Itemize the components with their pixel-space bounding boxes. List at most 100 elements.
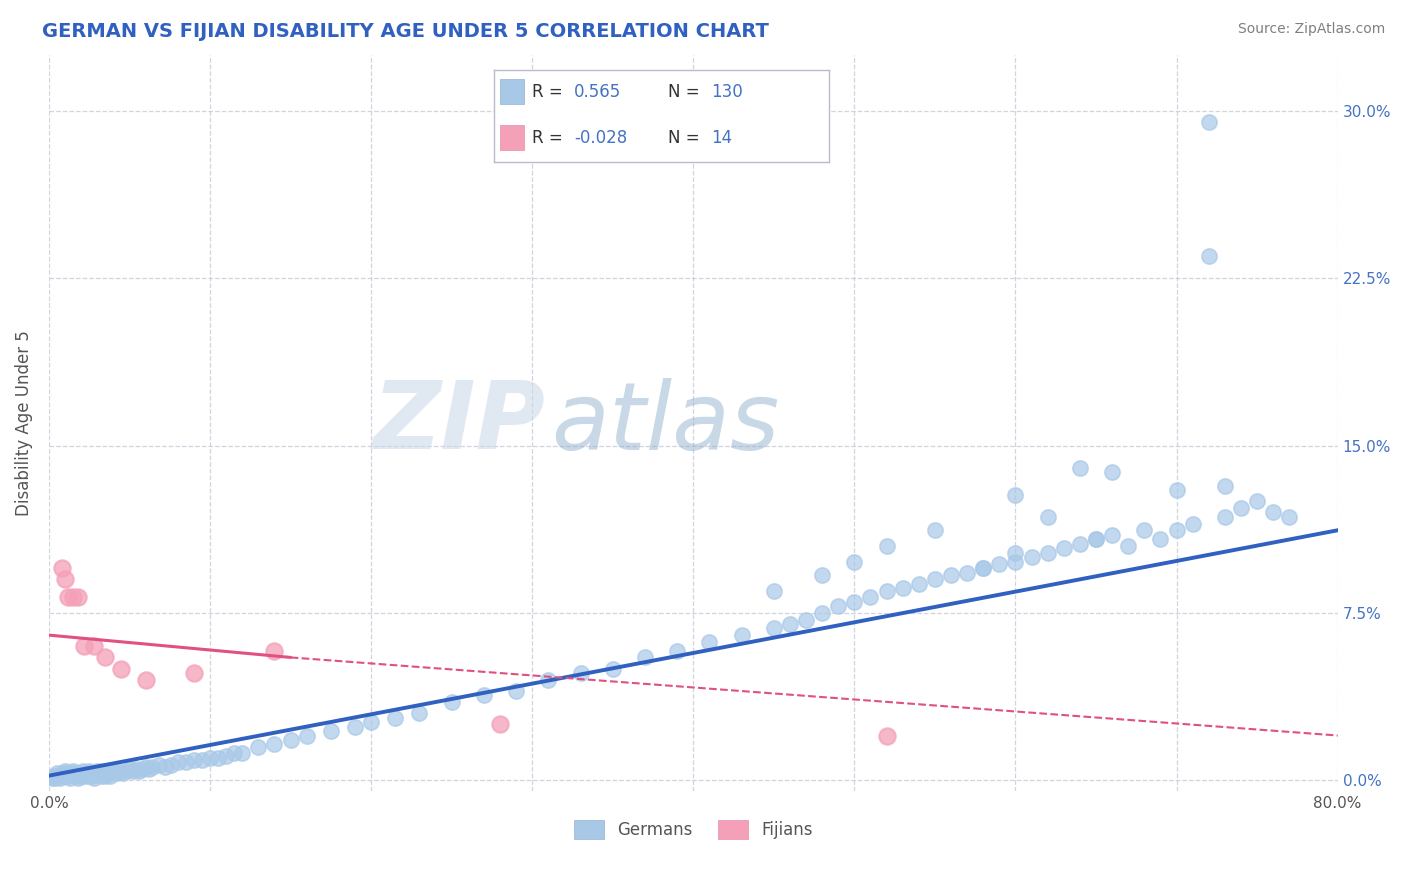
Point: [141, 760, 163, 774]
Point: [1036, 509, 1059, 524]
Point: [1021, 549, 1043, 564]
Point: [811, 567, 834, 582]
Point: [94, 650, 117, 665]
Point: [876, 583, 898, 598]
Point: [1101, 465, 1123, 479]
Point: [844, 595, 866, 609]
Point: [105, 766, 128, 780]
Point: [1004, 487, 1026, 501]
Point: [89, 769, 111, 783]
Point: [166, 756, 188, 770]
Point: [110, 662, 132, 676]
Point: [472, 689, 495, 703]
Point: [66, 591, 89, 605]
Point: [280, 733, 302, 747]
Point: [118, 762, 141, 776]
Point: [384, 711, 406, 725]
Point: [86, 764, 108, 779]
Point: [58, 591, 80, 605]
Point: [207, 751, 229, 765]
Point: [408, 706, 430, 721]
Point: [48, 769, 70, 783]
Point: [97, 764, 120, 779]
Point: [891, 582, 914, 596]
Point: [939, 567, 962, 582]
Point: [125, 762, 148, 776]
Point: [75, 766, 97, 780]
Point: [174, 756, 197, 770]
Point: [183, 753, 205, 767]
Point: [924, 573, 946, 587]
Point: [44, 771, 66, 785]
Point: [128, 764, 150, 779]
Point: [1053, 541, 1076, 555]
Point: [191, 753, 214, 767]
Point: [859, 591, 882, 605]
Point: [247, 739, 270, 754]
Point: [876, 729, 898, 743]
Point: [49, 771, 72, 785]
Point: [844, 554, 866, 568]
Point: [1069, 536, 1091, 550]
Point: [148, 757, 170, 772]
Point: [60, 766, 83, 780]
Point: [94, 769, 117, 783]
Point: [972, 561, 994, 575]
Point: [76, 769, 98, 783]
Point: [319, 724, 342, 739]
Point: [138, 762, 160, 776]
Point: [1213, 478, 1236, 492]
Point: [263, 738, 285, 752]
Text: GERMAN VS FIJIAN DISABILITY AGE UNDER 5 CORRELATION CHART: GERMAN VS FIJIAN DISABILITY AGE UNDER 5 …: [42, 22, 769, 41]
Point: [62, 764, 84, 779]
Point: [215, 748, 238, 763]
Point: [91, 764, 114, 779]
Point: [65, 766, 87, 780]
Point: [112, 766, 135, 780]
Point: [972, 561, 994, 575]
Point: [602, 662, 624, 676]
Point: [42, 769, 65, 783]
Point: [52, 769, 75, 783]
Point: [699, 635, 721, 649]
Point: [263, 644, 285, 658]
Point: [83, 771, 105, 785]
Point: [1085, 532, 1108, 546]
Legend: Germans, Fijians: Germans, Fijians: [568, 813, 820, 846]
Point: [295, 729, 318, 743]
Point: [1069, 460, 1091, 475]
Point: [1133, 523, 1156, 537]
Point: [1198, 249, 1220, 263]
Point: [153, 760, 176, 774]
Point: [762, 622, 785, 636]
Point: [1036, 545, 1059, 559]
Point: [70, 766, 93, 780]
Point: [84, 766, 107, 780]
Point: [1230, 500, 1253, 515]
Point: [1101, 527, 1123, 541]
Point: [1198, 115, 1220, 129]
Point: [1166, 523, 1188, 537]
Point: [779, 617, 801, 632]
Point: [98, 769, 121, 783]
Point: [988, 557, 1011, 571]
Point: [1116, 539, 1139, 553]
Point: [1246, 494, 1268, 508]
Point: [224, 747, 246, 761]
Point: [103, 764, 125, 779]
Point: [72, 764, 94, 779]
Point: [1181, 516, 1204, 531]
Point: [537, 673, 560, 687]
Point: [183, 666, 205, 681]
Point: [666, 644, 689, 658]
Point: [1004, 554, 1026, 568]
Point: [1278, 509, 1301, 524]
Text: Source: ZipAtlas.com: Source: ZipAtlas.com: [1237, 22, 1385, 37]
Point: [73, 640, 96, 654]
Point: [55, 766, 77, 780]
Point: [82, 769, 104, 783]
Point: [51, 766, 73, 780]
Text: ZIP: ZIP: [373, 377, 546, 469]
Point: [53, 764, 76, 779]
Point: [827, 599, 849, 614]
